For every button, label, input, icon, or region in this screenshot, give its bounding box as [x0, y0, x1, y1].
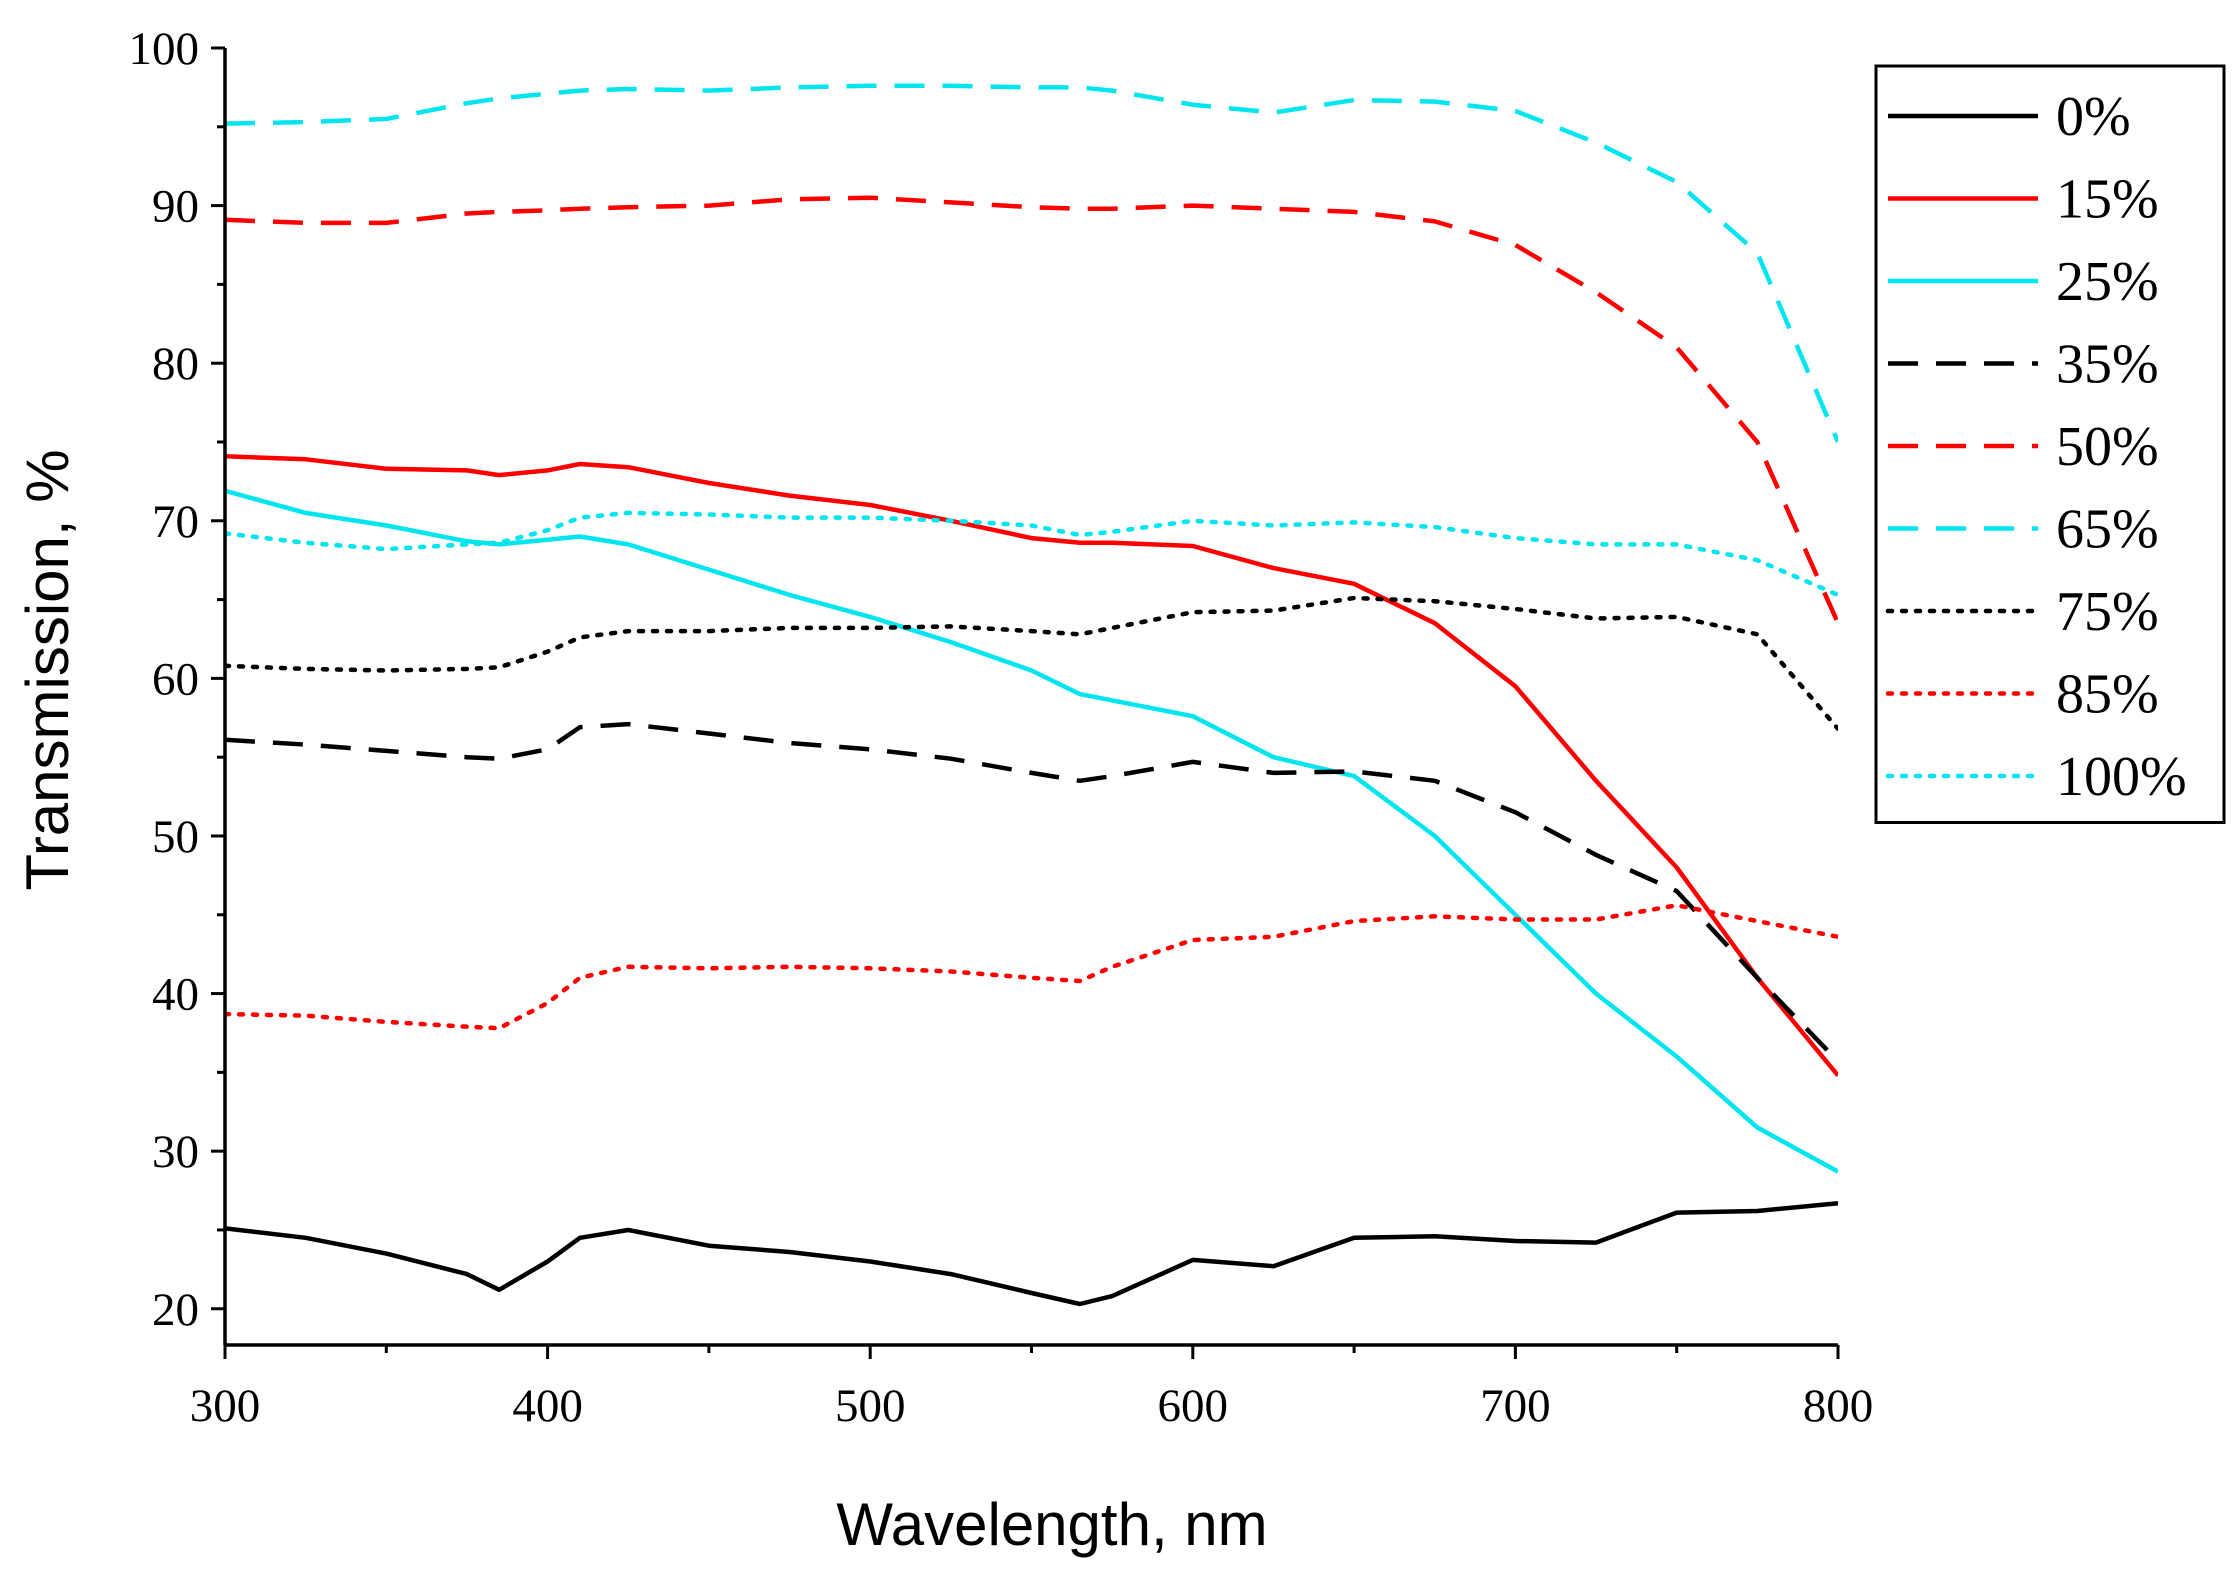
series-line-15pct	[225, 453, 1838, 1077]
y-tick-label: 30	[152, 1126, 199, 1178]
series-line-50pct	[225, 195, 1838, 625]
x-tick-label: 700	[1480, 1380, 1551, 1432]
y-tick-label: 80	[152, 338, 199, 390]
series-line-0pct	[225, 1200, 1838, 1307]
x-tick-label: 800	[1803, 1380, 1874, 1432]
x-tick-label: 400	[512, 1380, 583, 1432]
x-tick-label: 600	[1158, 1380, 1229, 1432]
y-tick-label: 100	[129, 23, 200, 75]
legend-box	[1874, 64, 2226, 824]
legend-label: 50%	[2056, 416, 2159, 478]
x-axis-title: Wavelength, nm	[836, 1491, 1267, 1558]
y-tick-label: 40	[152, 969, 199, 1021]
y-tick-label: 90	[152, 181, 199, 233]
y-tick-label: 70	[152, 496, 199, 548]
series-line-85pct	[225, 903, 1838, 1031]
legend-label: 65%	[2056, 499, 2159, 561]
y-axis-title: Transmission, %	[14, 449, 81, 890]
legend-label: 85%	[2056, 664, 2159, 726]
y-tick-label: 20	[152, 1284, 199, 1336]
legend-label: 75%	[2056, 581, 2159, 643]
series-line-100pct	[225, 510, 1838, 598]
series-line-65pct	[225, 83, 1838, 443]
legend-label: 25%	[2056, 251, 2159, 313]
x-tick-label: 500	[835, 1380, 906, 1432]
axes-layer: 300 400 500 600 700 800 20 30 40 50 60 70 80 90 100	[129, 23, 1874, 1432]
series-line-35pct	[225, 721, 1838, 1063]
legend-label: 35%	[2056, 334, 2159, 396]
y-tick-label: 60	[152, 653, 199, 705]
legend-label: 0%	[2056, 86, 2131, 148]
series-line-25pct	[225, 488, 1838, 1174]
y-tick-label: 50	[152, 811, 199, 863]
legend: 0% 15% 25% 35% 50% 65% 75% 85% 100%	[1874, 64, 2226, 824]
legend-label: 100%	[2056, 746, 2187, 808]
series-layer	[225, 83, 1838, 1307]
x-tick-label: 300	[190, 1380, 261, 1432]
series-line-75pct	[225, 595, 1838, 732]
legend-label: 15%	[2056, 169, 2159, 231]
